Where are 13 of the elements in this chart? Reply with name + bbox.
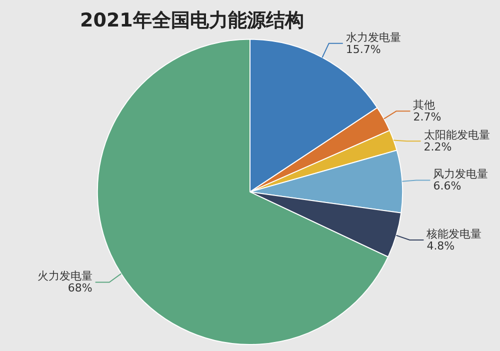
slice-label: 太阳能发电量: [424, 128, 490, 142]
slice-label: 其他: [413, 98, 436, 112]
data-label: 2.7%: [413, 110, 442, 124]
data-label: 15.7%: [346, 42, 381, 56]
data-label: 68%: [68, 282, 92, 295]
slice-label: 风力发电量: [433, 168, 488, 181]
chart-title: 2021年全国电力能源结构: [80, 9, 304, 32]
data-label: 2.2%: [424, 140, 452, 154]
data-label: 4.8%: [426, 239, 455, 252]
data-label: 6.6%: [433, 180, 462, 193]
slice-label: 火力发电量: [37, 270, 92, 283]
slice-label: 核能发电量: [426, 227, 482, 240]
slice-label: 水力发电量: [346, 30, 401, 44]
